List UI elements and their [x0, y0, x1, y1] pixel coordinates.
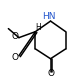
Text: O: O: [12, 32, 19, 41]
Text: O: O: [12, 53, 19, 62]
Text: H: H: [36, 23, 41, 32]
Text: HN: HN: [42, 12, 56, 21]
Text: O: O: [47, 69, 54, 78]
